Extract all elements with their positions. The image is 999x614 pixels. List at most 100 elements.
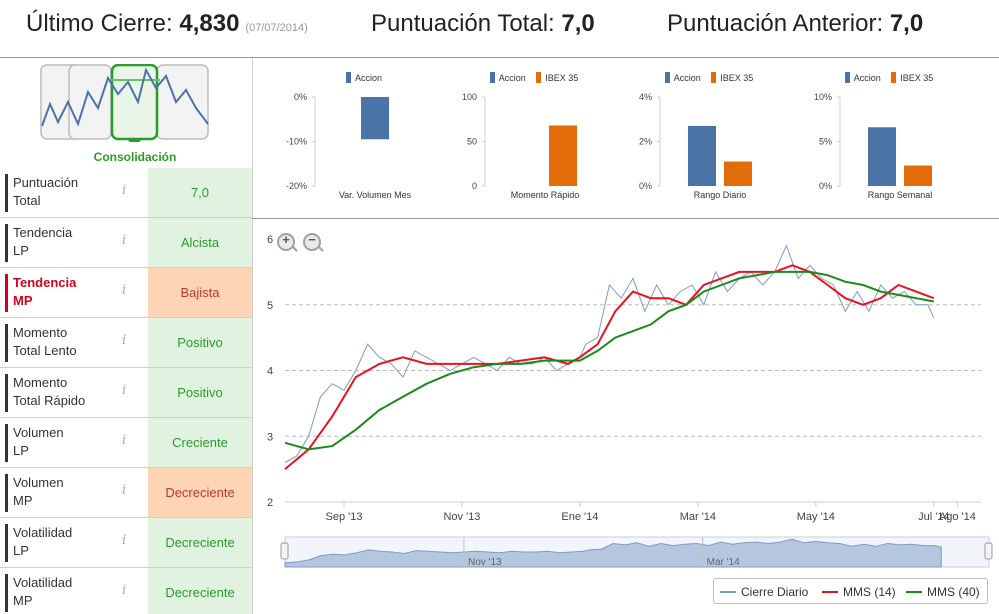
legend-label-accion: Accion bbox=[498, 73, 526, 83]
minichart-y-tick: 10% bbox=[814, 92, 832, 102]
pattern-frame-2 bbox=[68, 64, 112, 140]
indicator-label: Volatilidad MP bbox=[5, 574, 123, 612]
indicator-row-volatilidad-mp: Volatilidad MP i Decreciente bbox=[0, 568, 252, 614]
minichart-x-label: Momento Rápido bbox=[511, 190, 580, 200]
indicator-list: Puntuación Total i 7,0 Tendencia LP i Alci… bbox=[0, 168, 252, 614]
legend-label-mms40: MMS (40) bbox=[927, 585, 980, 599]
minichart-y-tick: 50 bbox=[467, 137, 477, 147]
legend-label-accion: Accion bbox=[673, 73, 701, 83]
info-icon[interactable]: i bbox=[122, 283, 127, 298]
minichart-y-tick: 4% bbox=[639, 92, 652, 102]
puntuacion-total-label: Puntuación Total: bbox=[371, 10, 555, 37]
info-icon[interactable]: i bbox=[122, 183, 127, 198]
cierre-diario-line bbox=[284, 244, 935, 463]
zoom-in-icon[interactable]: + bbox=[277, 232, 295, 251]
indicator-label-line2: MP bbox=[13, 593, 33, 608]
zoom-out-icon[interactable]: − bbox=[303, 232, 321, 251]
indicator-row-momento-total-rapido: Momento Total Rápido i Positivo bbox=[0, 368, 252, 418]
indicator-label-line2: LP bbox=[13, 243, 29, 258]
info-icon[interactable]: i bbox=[122, 433, 127, 448]
minichart-legend: Accion bbox=[270, 72, 450, 83]
legend-label-ibex: IBEX 35 bbox=[545, 73, 579, 83]
x-tick-label: Nov '13 bbox=[443, 511, 480, 523]
minichart-y-tick: 0% bbox=[819, 181, 832, 191]
bar-accion bbox=[688, 125, 716, 186]
indicator-row-tendencia-lp: Tendencia LP i Alcista bbox=[0, 218, 252, 268]
minichart-rango-semanal: Accion IBEX 35 10% 5% 0% Rango Semanal bbox=[795, 62, 975, 212]
indicator-value: Positivo bbox=[148, 368, 252, 417]
puntuacion-total-value: 7,0 bbox=[561, 10, 595, 37]
pattern-thumbnail bbox=[40, 64, 209, 142]
legend-swatch-accion bbox=[489, 72, 495, 83]
indicator-label-line2: Total Lento bbox=[13, 343, 77, 358]
minichart-svg: 10% 5% 0% Rango Semanal bbox=[814, 92, 933, 200]
bar-accion bbox=[868, 127, 896, 186]
indicator-label-line1: Volumen bbox=[13, 425, 64, 440]
minichart-momento-rapido: Accion IBEX 35 100 50 0 Momento Rápido bbox=[440, 62, 620, 212]
panel-divider-horizontal bbox=[252, 218, 999, 219]
indicator-value: Creciente bbox=[148, 418, 252, 467]
legend-swatch-accion bbox=[844, 72, 850, 83]
minichart-legend: Accion IBEX 35 bbox=[795, 72, 975, 83]
info-icon[interactable]: i bbox=[122, 583, 127, 598]
bar-ibex bbox=[724, 161, 752, 186]
y-tick-label: 3 bbox=[267, 431, 273, 443]
pattern-frame-selected bbox=[110, 64, 159, 141]
indicator-label: Volumen LP bbox=[5, 424, 123, 462]
info-icon[interactable]: i bbox=[122, 483, 127, 498]
indicator-label-line1: Volatilidad bbox=[13, 575, 73, 590]
legend-item-cierre[interactable]: Cierre Diario bbox=[720, 585, 808, 599]
legend-swatch-ibex bbox=[891, 72, 897, 83]
y-tick-label: 5 bbox=[267, 300, 273, 312]
indicator-label: Volatilidad LP bbox=[5, 524, 123, 562]
indicator-label: Puntuación Total bbox=[5, 174, 123, 212]
ultimo-cierre: Último Cierre: 4,830 (07/07/2014) bbox=[26, 10, 308, 38]
info-icon[interactable]: i bbox=[122, 233, 127, 248]
indicator-label-line2: MP bbox=[13, 493, 33, 508]
y-tick-label: 6 bbox=[267, 234, 273, 246]
indicator-value: Positivo bbox=[148, 318, 252, 367]
info-icon[interactable]: i bbox=[122, 333, 127, 348]
navigator-label: Mar '14 bbox=[707, 557, 740, 568]
pattern-price-line bbox=[41, 67, 209, 127]
price-chart-svg: 6 5 4 3 2 Sep '13 Nov '13 Ene '14 Mar '14 May '14… bbox=[267, 234, 993, 568]
indicator-label-line2: LP bbox=[13, 543, 29, 558]
indicator-label-line1: Volumen bbox=[13, 475, 64, 490]
price-chart: + − 6 5 4 3 2 Sep '13 Nov '13 Ene '14 Mar '14 May… bbox=[253, 219, 999, 614]
bar-ibex bbox=[904, 165, 932, 186]
minichart-y-tick: 5% bbox=[819, 137, 832, 147]
navigator-area bbox=[284, 538, 942, 568]
legend-swatch-ibex bbox=[711, 72, 717, 83]
pattern-label: Consolidación bbox=[93, 150, 177, 164]
x-tick-label: Ago '14 bbox=[939, 511, 976, 523]
legend-label-accion: Accion bbox=[853, 73, 881, 83]
ultimo-cierre-date: (07/07/2014) bbox=[245, 22, 308, 34]
indicator-row-momento-total-lento: Momento Total Lento i Positivo bbox=[0, 318, 252, 368]
x-tick-label: Sep '13 bbox=[325, 511, 362, 523]
indicator-label-line1: Momento bbox=[13, 325, 68, 340]
indicator-label: Tendencia LP bbox=[5, 224, 123, 262]
legend-line-mms40 bbox=[906, 591, 922, 593]
minichart-x-label: Rango Semanal bbox=[868, 190, 933, 200]
indicator-value: Bajista bbox=[148, 268, 252, 317]
info-icon[interactable]: i bbox=[122, 533, 127, 548]
zoom-out-symbol: − bbox=[308, 232, 316, 247]
chart-legend: Cierre Diario MMS (14) MMS (40) bbox=[713, 578, 988, 604]
ultimo-cierre-value: 4,830 bbox=[179, 10, 240, 37]
navigator-handle-left bbox=[280, 542, 289, 560]
indicator-value: 7,0 bbox=[148, 168, 252, 217]
indicator-row-volumen-lp: Volumen LP i Creciente bbox=[0, 418, 252, 468]
info-icon[interactable]: i bbox=[122, 383, 127, 398]
indicator-label-line2: LP bbox=[13, 443, 29, 458]
summary-header: Último Cierre: 4,830 (07/07/2014) Puntuac… bbox=[0, 0, 999, 58]
navigator-handle-right bbox=[984, 542, 993, 560]
puntuacion-anterior-value: 7,0 bbox=[889, 10, 924, 37]
legend-item-mms14[interactable]: MMS (14) bbox=[822, 585, 896, 599]
legend-item-mms40[interactable]: MMS (40) bbox=[906, 585, 980, 599]
minichart-svg: 0% -10% -20% Var. Volumen Mes bbox=[286, 92, 412, 200]
puntuacion-anterior: Puntuación Anterior: 7,0 bbox=[667, 10, 923, 38]
legend-swatch-ibex bbox=[536, 72, 542, 83]
indicator-label: Volumen MP bbox=[5, 474, 123, 512]
puntuacion-anterior-label: Puntuación Anterior: bbox=[667, 10, 884, 37]
indicator-label-line1: Tendencia bbox=[13, 225, 73, 240]
